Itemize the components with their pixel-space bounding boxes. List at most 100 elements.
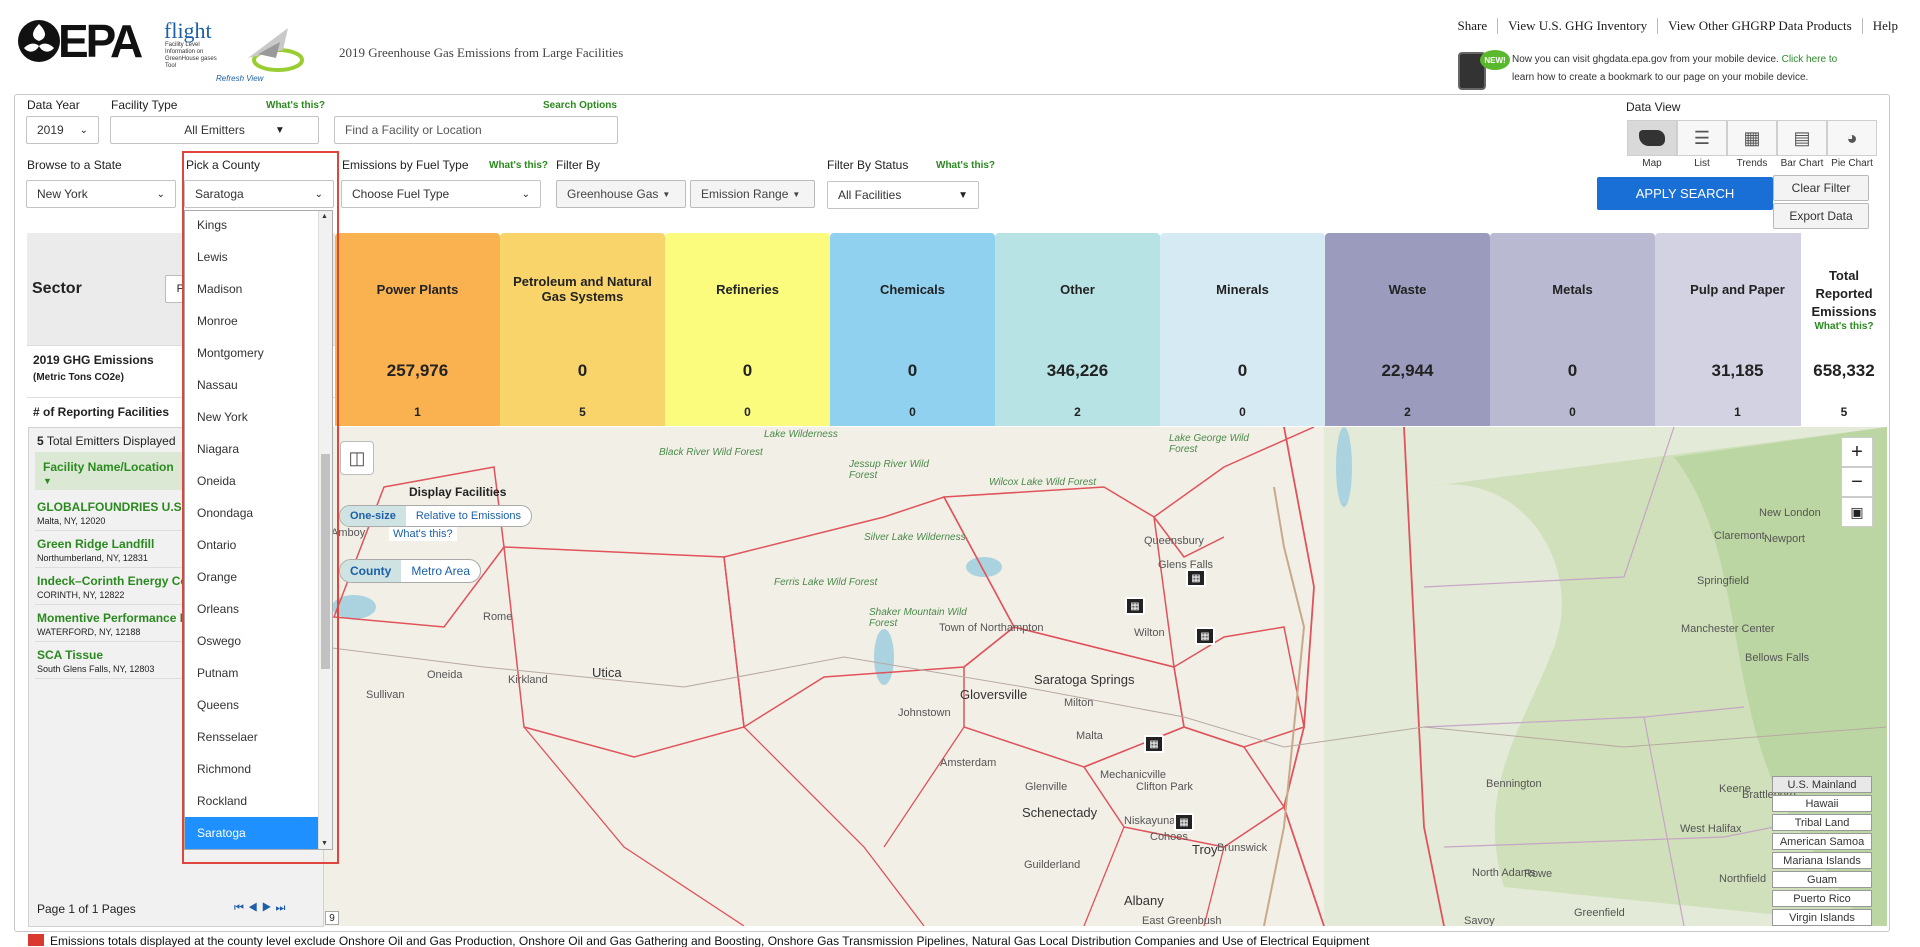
clear-filter-button[interactable]: Clear Filter	[1773, 175, 1869, 201]
facility-list-item[interactable]: Green Ridge Landfill Northumberland, NY, …	[35, 531, 317, 568]
county-option[interactable]: Putnam	[197, 666, 239, 680]
metro-area-option[interactable]: Metro Area	[411, 564, 471, 578]
map-canvas[interactable]: Lake Wilderness Black River Wild Forest Je…	[324, 427, 1887, 926]
other-products-link[interactable]: View Other GHGRP Data Products	[1658, 18, 1863, 34]
export-data-button[interactable]: Export Data	[1773, 203, 1869, 229]
county-option[interactable]: Oswego	[197, 634, 242, 648]
sector-header-8[interactable]: Pulp and Paper	[1655, 233, 1820, 345]
county-option[interactable]: County	[340, 560, 402, 582]
region-button[interactable]: Virgin Islands	[1772, 909, 1872, 926]
facility-type-select[interactable]: All Emitters ▼	[110, 116, 319, 144]
county-option[interactable]: Lewis	[197, 250, 228, 264]
region-button[interactable]: Guam	[1772, 871, 1872, 888]
share-link[interactable]: Share	[1448, 18, 1499, 34]
facility-size-toggle[interactable]: One-size Relative to Emissions	[339, 505, 533, 527]
county-option[interactable]: Orange	[197, 570, 238, 584]
facility-name[interactable]: SCA Tissue	[37, 648, 104, 662]
county-option[interactable]: Saratoga	[185, 817, 332, 849]
layers-button[interactable]: ◫	[340, 441, 374, 475]
county-option[interactable]: Orleans	[197, 602, 240, 616]
county-dropdown-scrollbar[interactable]: ▲ ▼	[318, 211, 332, 849]
facility-marker[interactable]: ▦	[1125, 597, 1145, 615]
zoom-in-button[interactable]: +	[1841, 437, 1873, 467]
county-option[interactable]: Rensselaer	[197, 730, 258, 744]
facility-marker[interactable]: ▦	[1174, 813, 1194, 831]
map-place-label: Northfield	[1719, 873, 1767, 885]
scroll-down-icon[interactable]: ▼	[321, 840, 328, 847]
sector-header-4[interactable]: Other	[995, 233, 1160, 345]
region-button[interactable]: Mariana Islands	[1772, 852, 1872, 869]
facility-list-item[interactable]: Indeck–Corinth Energy Center CORINTH, NY,…	[35, 568, 317, 605]
sector-header-1[interactable]: Petroleum and Natural Gas Systems	[500, 233, 665, 345]
fuel-type-select[interactable]: Choose Fuel Type ⌄	[341, 180, 541, 208]
relative-option[interactable]: Relative to Emissions	[415, 510, 522, 522]
facility-column-label: Facility Name/Location	[43, 460, 174, 474]
county-option[interactable]: New York	[197, 410, 248, 424]
bar-chart-view-label: Bar Chart	[1780, 158, 1824, 169]
region-button[interactable]: Puerto Rico	[1772, 890, 1872, 907]
epa-logo[interactable]: EPA	[16, 15, 156, 67]
apply-search-button[interactable]: APPLY SEARCH	[1597, 177, 1773, 210]
sector-header-7[interactable]: Metals	[1490, 233, 1655, 345]
fuel-whats-this[interactable]: What's this?	[489, 160, 549, 171]
county-option[interactable]: Oneida	[197, 474, 236, 488]
county-option[interactable]: Montgomery	[197, 346, 264, 360]
scroll-thumb[interactable]	[321, 454, 330, 669]
county-option[interactable]: Madison	[197, 282, 243, 296]
flight-logo[interactable]: flight	[164, 18, 212, 43]
sector-header-5[interactable]: Minerals	[1160, 233, 1325, 345]
map-whats-this[interactable]: What's this?	[389, 527, 457, 541]
refresh-view-link[interactable]: Refresh View	[216, 74, 264, 83]
trends-view-button[interactable]: ▦	[1727, 120, 1777, 156]
total-whats-this[interactable]: What's this?	[1814, 321, 1874, 332]
county-option[interactable]: Onondaga	[197, 506, 254, 520]
search-input[interactable]: Find a Facility or Location	[334, 116, 618, 144]
status-select[interactable]: All Facilities ▼	[827, 181, 979, 209]
list-view-button[interactable]: ☰	[1677, 120, 1727, 156]
pager-controls[interactable]: ⏮◀▶⏭	[234, 902, 290, 914]
county-option[interactable]: Monroe	[197, 314, 238, 328]
sector-header-0[interactable]: Power Plants	[335, 233, 500, 345]
facility-type-whats-this[interactable]: What's this?	[266, 100, 326, 111]
county-select[interactable]: Saratoga ⌄	[184, 180, 334, 208]
map-view-button[interactable]	[1627, 120, 1677, 156]
data-year-select[interactable]: 2019 ⌄	[26, 116, 99, 144]
chevron-down-icon: ⌄	[156, 188, 165, 200]
sector-header-3[interactable]: Chemicals	[830, 233, 995, 345]
help-link[interactable]: Help	[1872, 18, 1898, 33]
county-option[interactable]: Nassau	[197, 378, 238, 392]
state-select[interactable]: New York ⌄	[26, 180, 176, 208]
county-option[interactable]: Kings	[197, 218, 228, 232]
facility-marker[interactable]: ▦	[1186, 569, 1206, 587]
facility-name[interactable]: Green Ridge Landfill	[37, 537, 155, 551]
one-size-option[interactable]: One-size	[340, 506, 406, 526]
county-option[interactable]: Queens	[197, 698, 240, 712]
sector-header-6[interactable]: Waste	[1325, 233, 1490, 345]
facility-marker[interactable]: ▦	[1195, 627, 1215, 645]
facility-list-item[interactable]: SCA Tissue South Glens Falls, NY, 12803	[35, 642, 317, 679]
region-button[interactable]: Tribal Land	[1772, 814, 1872, 831]
sector-header-2[interactable]: Refineries	[665, 233, 830, 345]
region-button[interactable]: American Samoa	[1772, 833, 1872, 850]
facility-name[interactable]: Indeck–Corinth Energy Center	[37, 574, 210, 588]
region-button[interactable]: U.S. Mainland	[1772, 776, 1872, 793]
zoom-out-button[interactable]: −	[1841, 467, 1873, 497]
greenhouse-gas-dropdown[interactable]: Greenhouse Gas ▼	[556, 180, 686, 208]
county-option[interactable]: Rockland	[197, 794, 248, 808]
bar-chart-view-button[interactable]: ▤	[1777, 120, 1827, 156]
scroll-up-icon[interactable]: ▲	[321, 213, 328, 220]
area-type-toggle[interactable]: County Metro Area	[339, 559, 482, 583]
mobile-note-link[interactable]: Click here to	[1781, 54, 1838, 65]
full-extent-button[interactable]: ▣	[1841, 497, 1873, 527]
pie-chart-view-button[interactable]: ◕	[1827, 120, 1877, 156]
facility-marker[interactable]: ▦	[1144, 735, 1164, 753]
emission-range-dropdown[interactable]: Emission Range ▼	[690, 180, 815, 208]
search-options-link[interactable]: Search Options	[543, 100, 617, 111]
county-option[interactable]: Ontario	[197, 538, 237, 552]
status-whats-this[interactable]: What's this?	[936, 160, 996, 171]
chevron-down-icon: ⌄	[79, 124, 88, 136]
county-option[interactable]: Richmond	[197, 762, 252, 776]
region-button[interactable]: Hawaii	[1772, 795, 1872, 812]
county-option[interactable]: Niagara	[197, 442, 240, 456]
ghg-inventory-link[interactable]: View U.S. GHG Inventory	[1498, 18, 1659, 34]
